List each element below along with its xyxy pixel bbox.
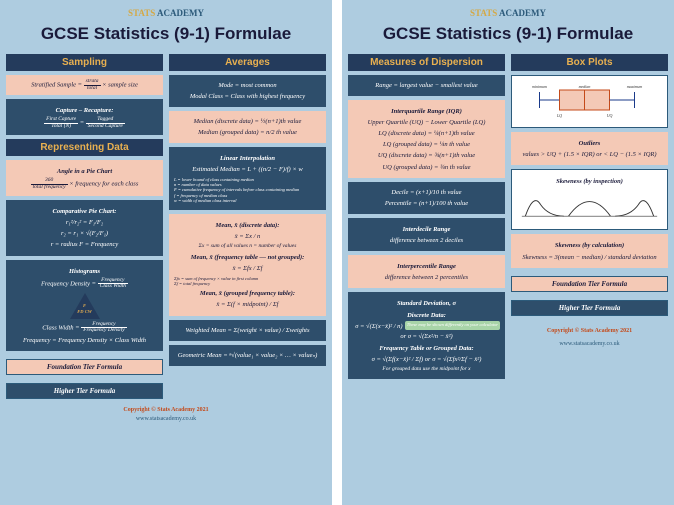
website: www.statsacademy.co.uk (6, 416, 326, 422)
copyright: Copyright © Stats Academy 2021 (6, 407, 326, 413)
boxplot-diagram: minimum median maximum LQ UQ (511, 75, 668, 128)
dispersion-header: Measures of Dispersion (348, 54, 505, 71)
boxplot-svg-icon: minimum median maximum LQ UQ (517, 80, 662, 120)
legend-higher: Higher Tier Formula (6, 383, 163, 399)
sheet-left: STATS ACADEMY GCSE Statistics (9-1) Form… (0, 0, 332, 505)
page-title: GCSE Statistics (9-1) Formulae (6, 24, 326, 44)
sampling-stratified: Stratified Sample = stratatotal × sample… (6, 75, 163, 95)
col-left: Sampling Stratified Sample = stratatotal… (6, 54, 163, 399)
dispersion-interdecile: Interdecile Range difference between 2 d… (348, 218, 505, 251)
col2-right: Box Plots minimum median maximum LQ UQ (511, 54, 668, 379)
logo-part1: STATS (128, 8, 155, 18)
averages-geo: Geometric Mean = ⁿ√(value₁ × value₂ × … … (169, 345, 326, 366)
fd-triangle-icon: FFD CW (70, 293, 100, 319)
boxplots-skew-calc: Skewness (by calculation) Skewness = 3(m… (511, 234, 668, 267)
logo-2: STATS ACADEMY (348, 8, 668, 18)
repdata-hist: Histograms Frequency Density = Frequency… (6, 260, 163, 351)
svg-text:maximum: maximum (627, 84, 643, 89)
dispersion-iqr: Interquartile Range (IQR) Upper Quartile… (348, 100, 505, 178)
svg-text:minimum: minimum (532, 84, 547, 89)
sampling-capture: Capture – Recapture: First CaptureTotal … (6, 99, 163, 135)
svg-text:LQ: LQ (556, 113, 562, 118)
svg-text:UQ: UQ (607, 113, 613, 118)
averages-linint: Linear Interpolation Estimated Median = … (169, 147, 326, 209)
sampling-header: Sampling (6, 54, 163, 71)
repdata-pie: Angle in a Pie Chart 360total frequency … (6, 160, 163, 196)
website-2: www.statsacademy.co.uk (511, 341, 668, 347)
averages-mode: Mode = most common Modal Class = Class w… (169, 75, 326, 107)
repdata-header: Representing Data (6, 139, 163, 156)
copyright-2: Copyright © Stats Academy 2021 (511, 328, 668, 334)
boxplots-outliers: Outliers values > UQ + (1.5 × IQR) or < … (511, 132, 668, 165)
sheet-right: STATS ACADEMY GCSE Statistics (9-1) Form… (342, 0, 674, 505)
legend-foundation: Foundation Tier Formula (6, 359, 163, 375)
dispersion-range: Range = largest value − smallest value (348, 75, 505, 96)
averages-mean: Mean, x̄ (discrete data): x̄ = Σx / n Σx… (169, 214, 326, 316)
svg-text:median: median (579, 84, 591, 89)
col-right: Averages Mode = most common Modal Class … (169, 54, 326, 399)
repdata-comp-pie: Comparative Pie Chart: r₁²/r₂² = F₁/F₂ r… (6, 200, 163, 255)
skew-svg-icon (517, 187, 662, 222)
boxplots-header: Box Plots (511, 54, 668, 71)
averages-weighted: Weighted Mean = Σ(weight × value) / Σwei… (169, 320, 326, 341)
dispersion-decile: Decile = (x+1)/10 th value Percentile = … (348, 182, 505, 214)
logo: STATS ACADEMY (6, 8, 326, 18)
legend-foundation-2: Foundation Tier Formula (511, 276, 668, 292)
averages-header: Averages (169, 54, 326, 71)
page-title-2: GCSE Statistics (9-1) Formulae (348, 24, 668, 44)
dispersion-sd: Standard Deviation, σ Discrete Data: The… (348, 292, 505, 379)
col2-left: Measures of Dispersion Range = largest v… (348, 54, 505, 379)
dispersion-interperc: Interpercentile Range difference between… (348, 255, 505, 288)
boxplots-skew-diagram: Skewness (by inspection) (511, 169, 668, 230)
logo-part2: ACADEMY (155, 8, 204, 18)
averages-median: Median (discrete data) = ½(n+1)th value … (169, 111, 326, 143)
legend-higher-2: Higher Tier Formula (511, 300, 668, 316)
